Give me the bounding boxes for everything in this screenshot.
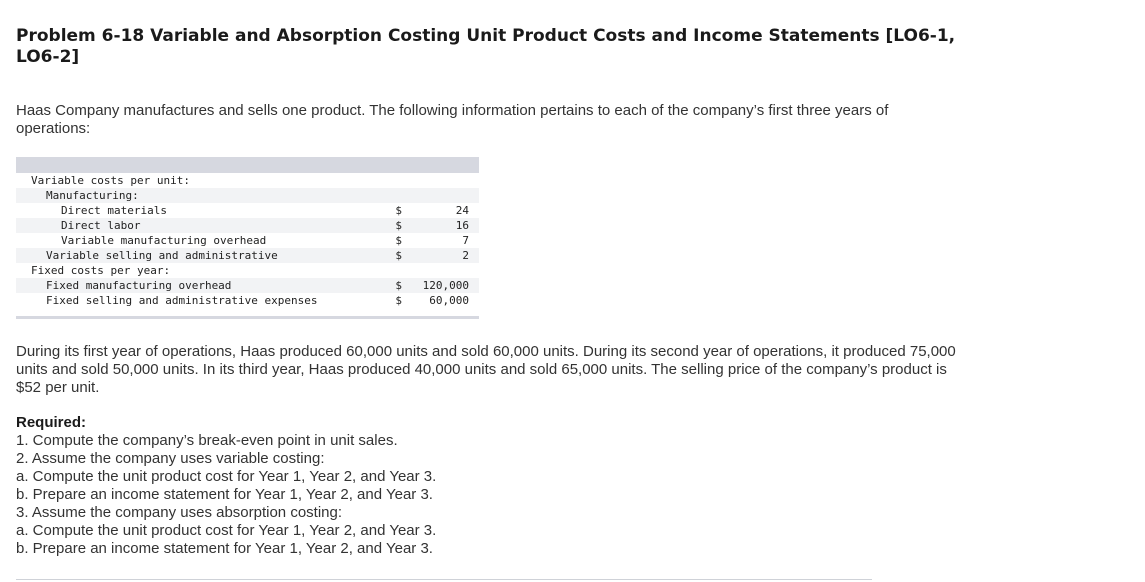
table-row: Fixed manufacturing overhead $120,000 (16, 278, 479, 293)
table-bottom-band (16, 316, 479, 319)
table-header-band (16, 157, 479, 173)
row-label: Variable costs per unit: (31, 174, 190, 187)
required-item: 2. Assume the company uses variable cost… (16, 450, 325, 467)
row-value: 120,000 (411, 278, 479, 293)
row-label: Direct labor (16, 218, 396, 233)
required-item: 1. Compute the company’s break-even poin… (16, 432, 398, 449)
table-row: Fixed costs per year: (16, 263, 479, 278)
required-list: 1. Compute the company’s break-even poin… (16, 432, 436, 558)
row-value (411, 188, 479, 203)
row-currency (395, 188, 412, 203)
table-row: Direct materials $24 (16, 203, 479, 218)
table-row: Manufacturing: (16, 188, 479, 203)
row-currency: $ (395, 278, 412, 293)
table-row: Variable manufacturing overhead $7 (16, 233, 479, 248)
cost-data-table: Variable costs per unit: Manufacturing: Di… (16, 157, 479, 319)
row-currency (395, 173, 411, 188)
row-value: 7 (462, 234, 469, 247)
table-row: Variable selling and administrative $2 (16, 248, 479, 263)
cost-table: Variable costs per unit: Manufacturing: Di… (16, 173, 479, 308)
row-currency: $ (395, 248, 412, 263)
row-value: 24 (455, 204, 469, 217)
row-label: Variable manufacturing overhead (61, 234, 267, 247)
bottom-divider (16, 579, 872, 580)
table-row: Direct labor $16 (16, 218, 479, 233)
row-value: 2 (411, 248, 479, 263)
required-item: a. Compute the unit product cost for Yea… (16, 468, 437, 485)
row-currency (395, 263, 411, 278)
operations-paragraph: During its first year of operations, Haa… (16, 343, 956, 396)
row-label: Fixed manufacturing overhead (16, 278, 396, 293)
row-label: Variable selling and administrative (16, 248, 396, 263)
row-value (411, 173, 479, 188)
required-item: a. Compute the unit product cost for Yea… (16, 522, 437, 539)
table-row: Fixed selling and administrative expense… (16, 293, 479, 308)
row-currency: $ (395, 234, 403, 247)
required-heading: Required: (16, 414, 87, 431)
row-value (411, 263, 479, 278)
row-currency: $ (395, 218, 412, 233)
problem-title: Problem 6-18 Variable and Absorption Cos… (16, 26, 956, 67)
row-value: 16 (411, 218, 479, 233)
intro-paragraph: Haas Company manufactures and sells one … (16, 102, 889, 137)
row-label: Direct materials (61, 204, 167, 217)
row-value: 60,000 (429, 294, 469, 307)
row-currency: $ (395, 204, 403, 217)
row-label: Fixed selling and administrative expense… (46, 294, 318, 307)
row-label: Manufacturing: (16, 188, 396, 203)
required-item: 3. Assume the company uses absorption co… (16, 504, 343, 521)
required-item: b. Prepare an income statement for Year … (16, 486, 433, 503)
row-label: Fixed costs per year: (31, 264, 171, 277)
required-item: b. Prepare an income statement for Year … (16, 540, 433, 557)
table-row: Variable costs per unit: (16, 173, 479, 188)
row-currency: $ (395, 294, 403, 307)
